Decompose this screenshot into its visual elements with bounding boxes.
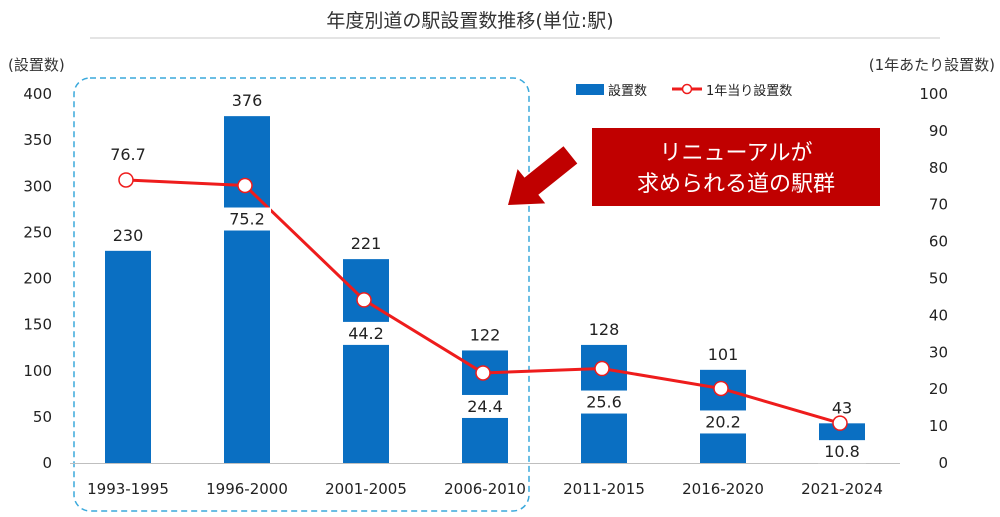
line-label-bg bbox=[699, 410, 747, 434]
left-tick-label: 300 bbox=[23, 177, 52, 195]
right-tick-label: 10 bbox=[929, 417, 948, 435]
bar bbox=[343, 259, 389, 463]
legend-bar-label: 設置数 bbox=[608, 83, 647, 99]
x-tick-label: 2011-2015 bbox=[563, 480, 645, 498]
bar-value-label: 128 bbox=[589, 320, 620, 339]
right-tick-label: 90 bbox=[929, 122, 948, 140]
line-series bbox=[118, 172, 848, 431]
legend-bar-swatch bbox=[576, 84, 604, 95]
x-tick-label: 2016-2020 bbox=[682, 480, 764, 498]
line-point bbox=[475, 365, 491, 381]
left-tick-label: 100 bbox=[23, 362, 52, 380]
x-tick-label: 2001-2005 bbox=[325, 480, 407, 498]
legend-line-marker bbox=[681, 83, 693, 95]
left-tick-label: 350 bbox=[23, 131, 52, 149]
line-point bbox=[713, 380, 729, 397]
x-tick-label: 2006-2010 bbox=[444, 480, 526, 498]
bar-value-label: 101 bbox=[708, 345, 739, 364]
bar bbox=[105, 250, 151, 463]
right-tick-label: 70 bbox=[929, 196, 948, 214]
left-axis-label: (設置数) bbox=[8, 56, 65, 74]
right-tick-label: 100 bbox=[919, 85, 948, 103]
right-tick-label: 30 bbox=[929, 343, 948, 361]
line-point bbox=[356, 292, 372, 308]
right-tick-label: 80 bbox=[929, 159, 948, 177]
callout-text-line: 求められる道の駅群 bbox=[637, 172, 835, 197]
highlight-dashed-box bbox=[73, 77, 530, 512]
chart-title: 年度別道の駅設置数推移(単位:駅) bbox=[326, 10, 613, 32]
line-value-label: 20.2 bbox=[705, 412, 741, 431]
right-tick-label: 20 bbox=[929, 380, 948, 398]
right-tick-label: 50 bbox=[929, 270, 948, 288]
line-value-label: 24.4 bbox=[467, 397, 503, 416]
line-label-bg bbox=[461, 394, 509, 418]
callout-arrow bbox=[508, 146, 578, 205]
line-value-label: 76.7 bbox=[110, 145, 146, 164]
right-tick-label: 0 bbox=[938, 454, 948, 472]
bar-value-label: 122 bbox=[470, 325, 501, 344]
line-label-bg bbox=[342, 321, 390, 345]
right-axis-ticks: 0 10 20 30 40 50 60 70 80 90 100 bbox=[919, 85, 948, 472]
line-value-label: 25.6 bbox=[586, 393, 622, 412]
highlight-box bbox=[73, 77, 530, 512]
line-point bbox=[237, 177, 253, 194]
bar-value-label: 43 bbox=[832, 398, 852, 417]
line-point bbox=[832, 415, 848, 431]
left-axis-ticks: 0 50 100 150 200 250 300 350 400 bbox=[23, 85, 52, 472]
left-tick-label: 400 bbox=[23, 85, 52, 103]
x-tick-label: 1996-2000 bbox=[206, 480, 288, 498]
line-label-bg bbox=[818, 440, 866, 464]
right-tick-label: 60 bbox=[929, 233, 948, 251]
arrow-shape bbox=[508, 146, 578, 205]
x-axis-categories: 1993-1995 1996-2000 2001-2005 2006-2010 2011… bbox=[87, 480, 883, 498]
line-point bbox=[118, 172, 134, 188]
callout-text-line: リニューアルが bbox=[660, 141, 813, 166]
right-axis-label: (1年あたり設置数) bbox=[869, 56, 995, 74]
line-data-labels: 76.7 75.2 44.2 24.4 25.6 20.2 10.8 bbox=[110, 145, 866, 464]
left-tick-label: 150 bbox=[23, 316, 52, 334]
line-value-label: 10.8 bbox=[824, 442, 860, 461]
line-point bbox=[594, 360, 610, 377]
left-tick-label: 0 bbox=[42, 454, 52, 472]
line-label-bg bbox=[580, 390, 628, 414]
bar-data-labels: 230 376 221 122 128 101 43 bbox=[113, 91, 852, 417]
left-tick-label: 200 bbox=[23, 270, 52, 288]
bar-value-label: 221 bbox=[351, 234, 382, 253]
line-value-label: 44.2 bbox=[348, 324, 384, 343]
left-tick-label: 250 bbox=[23, 223, 52, 241]
x-tick-label: 1993-1995 bbox=[87, 480, 169, 498]
legend-line-label: 1年当り設置数 bbox=[706, 83, 792, 99]
left-tick-label: 50 bbox=[33, 408, 52, 426]
bar bbox=[224, 116, 270, 463]
bar-value-label: 230 bbox=[113, 226, 144, 245]
line-label-bg bbox=[223, 207, 271, 231]
bar-value-label: 376 bbox=[232, 91, 263, 110]
line-value-label: 75.2 bbox=[229, 210, 265, 229]
right-tick-label: 40 bbox=[929, 306, 948, 324]
legend: 設置数 1年当り設置数 bbox=[576, 83, 792, 99]
x-tick-label: 2021-2024 bbox=[801, 480, 883, 498]
callout-box bbox=[592, 128, 880, 206]
